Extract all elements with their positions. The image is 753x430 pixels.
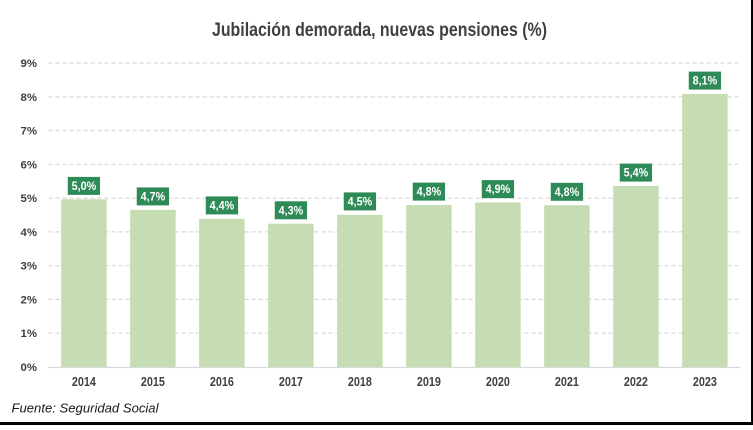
svg-text:7%: 7% [21,126,37,138]
svg-text:5,4%: 5,4% [624,167,649,180]
svg-text:2018: 2018 [348,374,372,389]
svg-text:5%: 5% [21,193,37,205]
svg-text:2023: 2023 [693,374,717,389]
svg-text:5,0%: 5,0% [72,180,97,193]
svg-text:2021: 2021 [555,374,579,389]
svg-text:2022: 2022 [624,374,648,389]
svg-text:2020: 2020 [486,374,510,389]
svg-text:8,1%: 8,1% [693,75,718,88]
svg-text:4,8%: 4,8% [417,186,442,199]
svg-text:4,5%: 4,5% [348,196,373,209]
svg-text:8%: 8% [21,92,37,104]
svg-text:2%: 2% [21,294,37,306]
svg-text:Jubilación demorada, nuevas pe: Jubilación demorada, nuevas pensiones (%… [212,20,547,41]
svg-text:4,9%: 4,9% [486,183,511,196]
svg-text:0%: 0% [21,362,37,374]
svg-text:9%: 9% [21,58,37,70]
svg-text:4,7%: 4,7% [141,191,166,204]
svg-text:6%: 6% [21,159,37,171]
svg-text:4,4%: 4,4% [210,200,235,213]
svg-text:4,3%: 4,3% [279,204,304,217]
svg-text:2017: 2017 [279,374,303,389]
svg-text:2019: 2019 [417,374,441,389]
svg-text:4%: 4% [21,227,37,239]
svg-text:2014: 2014 [72,374,97,389]
svg-text:2015: 2015 [141,374,165,389]
svg-text:3%: 3% [21,261,37,273]
svg-text:2016: 2016 [210,374,234,389]
svg-text:4,8%: 4,8% [555,186,580,199]
svg-text:1%: 1% [21,328,37,340]
svg-text:Fuente: Seguridad Social: Fuente: Seguridad Social [12,400,160,415]
